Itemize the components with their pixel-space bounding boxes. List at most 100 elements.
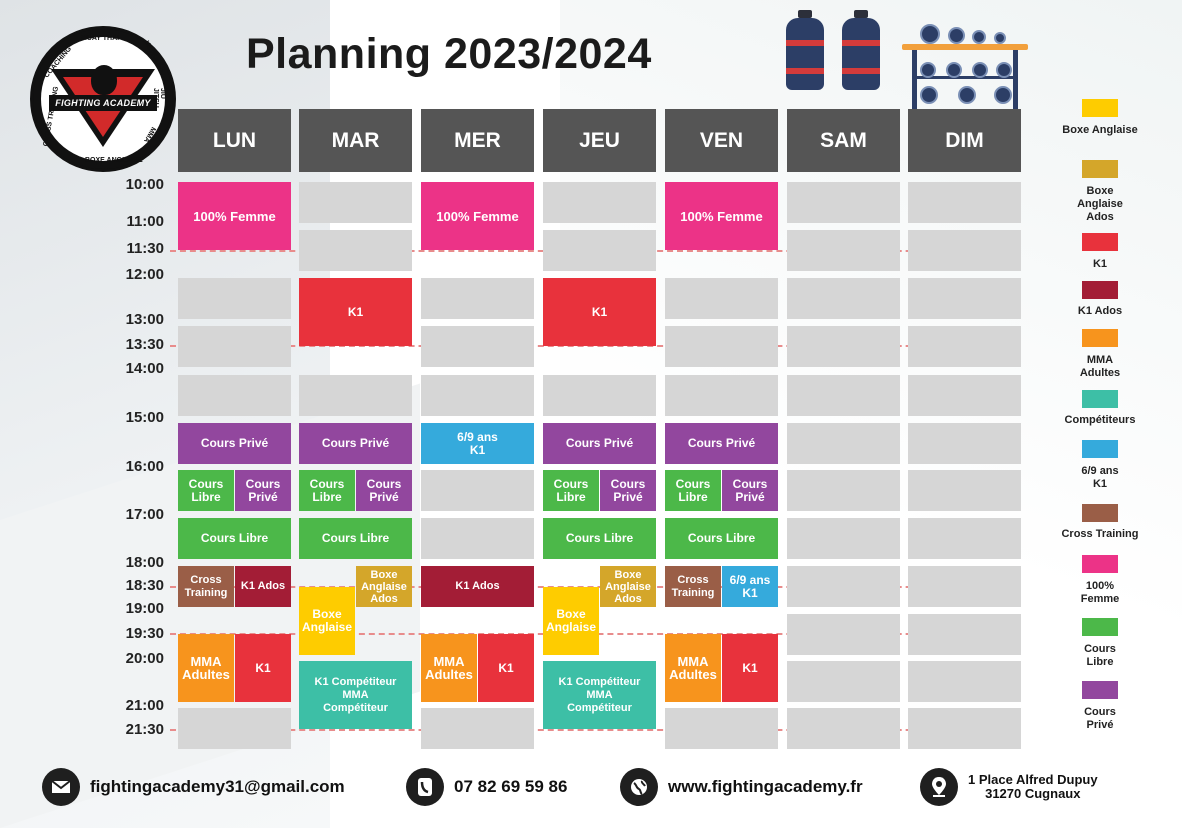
empty-slot <box>787 326 900 367</box>
website-link[interactable]: www.fightingacademy.fr <box>668 777 863 796</box>
empty-slot <box>178 326 291 367</box>
empty-slot <box>787 278 900 319</box>
time-label: 17:00 <box>125 506 164 523</box>
empty-slot <box>178 375 291 416</box>
logo-ring-text: JIU JITSU <box>152 88 166 108</box>
phone-number[interactable]: 07 82 69 59 86 <box>454 777 568 796</box>
dumbbell-rack-icon <box>902 24 1028 112</box>
class-block-mma-adultes: MMA Adultes <box>178 634 234 702</box>
empty-slot <box>908 326 1021 367</box>
time-label: 21:00 <box>125 697 164 714</box>
class-block-boxe-anglaise: Boxe Anglaise <box>299 587 355 655</box>
logo-ring-text: BOXE ANGLAISE <box>85 157 143 164</box>
time-label: 18:30 <box>125 577 164 594</box>
class-block-cours-prive: Cours Privé <box>665 423 778 464</box>
class-block-k1: K1 <box>478 634 534 702</box>
class-block-k1: K1 <box>235 634 291 702</box>
time-label: 14:00 <box>125 360 164 377</box>
legend-label: Cross Training <box>1061 528 1139 540</box>
legend-swatch-boxe-anglaise-ados <box>1082 160 1118 178</box>
phone-icon <box>406 768 444 806</box>
empty-slot <box>787 661 900 702</box>
class-block-k1: K1 <box>299 278 412 346</box>
class-block-cours-libre: Cours Libre <box>665 518 778 559</box>
page-title: Planning 2023/2024 <box>246 30 652 78</box>
class-block-cours-prive: Cours Privé <box>600 470 656 511</box>
time-label: 19:00 <box>125 600 164 617</box>
class-block-cours-libre: Cours Libre <box>543 518 656 559</box>
map-pin-icon <box>920 768 958 806</box>
legend-swatch-k1-ados <box>1082 281 1118 299</box>
empty-slot <box>908 375 1021 416</box>
legend-swatch-k1 <box>1082 233 1118 251</box>
empty-slot <box>908 423 1021 464</box>
time-label: 10:00 <box>125 176 164 193</box>
empty-slot <box>908 278 1021 319</box>
class-block-boxe-anglaise-ados: Boxe Anglaise Ados <box>356 566 412 607</box>
empty-slot <box>178 708 291 749</box>
class-block-mma-adultes: MMA Adultes <box>421 634 477 702</box>
empty-slot <box>543 230 656 271</box>
time-label: 11:00 <box>126 213 164 230</box>
class-block-cours-libre: Cours Libre <box>299 470 355 511</box>
day-header-jeu: JEU <box>543 109 656 172</box>
footer-address: 1 Place Alfred Dupuy 31270 Cugnaux <box>920 768 1098 806</box>
empty-slot <box>908 518 1021 559</box>
day-header-lun: LUN <box>178 109 291 172</box>
legend-swatch-cours-libre <box>1082 618 1118 636</box>
legend-label: Boxe Anglaise Ados <box>1077 185 1123 223</box>
envelope-icon <box>42 768 80 806</box>
empty-slot <box>665 375 778 416</box>
time-label: 18:00 <box>125 554 164 571</box>
empty-slot <box>908 470 1021 511</box>
day-header-sam: SAM <box>787 109 900 172</box>
time-label: 21:30 <box>125 721 164 738</box>
day-header-mar: MAR <box>299 109 412 172</box>
legend-label: Boxe Anglaise <box>1062 124 1138 136</box>
empty-slot <box>178 278 291 319</box>
legend-label: 6/9 ans K1 <box>1081 465 1119 490</box>
empty-slot <box>787 470 900 511</box>
time-label: 15:00 <box>125 409 164 426</box>
class-block-k1-mma-competiteur: K1 Compétiteur MMA Compétiteur <box>543 661 656 729</box>
class-block-cours-libre: Cours Libre <box>178 470 234 511</box>
fighting-academy-logo: FIGHTING ACADEMY MUAY THAI K1 RULES JIU … <box>30 26 176 172</box>
footer-phone: 07 82 69 59 86 <box>406 768 567 806</box>
time-label: 13:30 <box>125 336 164 353</box>
empty-slot <box>908 566 1021 607</box>
water-bottle-icon <box>786 10 824 90</box>
class-block-cours-libre: Cours Libre <box>299 518 412 559</box>
empty-slot <box>908 661 1021 702</box>
day-header-ven: VEN <box>665 109 778 172</box>
day-header-dim: DIM <box>908 109 1021 172</box>
class-block-cours-prive: Cours Privé <box>722 470 778 511</box>
empty-slot <box>787 518 900 559</box>
empty-slot <box>421 375 534 416</box>
class-block-boxe-anglaise: Boxe Anglaise <box>543 587 599 655</box>
class-block-6-9-ans-k1: 6/9 ans K1 <box>722 566 778 607</box>
class-block-cours-libre: Cours Libre <box>543 470 599 511</box>
empty-slot <box>421 708 534 749</box>
footer-email: fightingacademy31@gmail.com <box>42 768 345 806</box>
class-block-cours-prive: Cours Privé <box>356 470 412 511</box>
empty-slot <box>421 470 534 511</box>
legend-label: MMA Adultes <box>1079 354 1121 379</box>
legend-swatch-cours-prive <box>1082 681 1118 699</box>
empty-slot <box>787 566 900 607</box>
email-link[interactable]: fightingacademy31@gmail.com <box>90 777 345 796</box>
legend-label: K1 <box>1092 258 1108 270</box>
class-block-boxe-anglaise-ados: Boxe Anglaise Ados <box>600 566 656 607</box>
legend-label: 100% Femme <box>1080 580 1120 605</box>
legend-label: K1 Ados <box>1077 305 1123 317</box>
empty-slot <box>543 375 656 416</box>
legend-label: Cours Libre <box>1084 643 1116 668</box>
legend-label: Compétiteurs <box>1064 414 1136 426</box>
legend-swatch-competiteurs <box>1082 390 1118 408</box>
empty-slot <box>299 375 412 416</box>
class-block-6-9-ans-k1: 6/9 ans K1 <box>421 423 534 464</box>
empty-slot <box>908 182 1021 223</box>
class-block-k1: K1 <box>543 278 656 346</box>
globe-icon <box>620 768 658 806</box>
legend-swatch-mma-adultes <box>1082 329 1118 347</box>
empty-slot <box>787 708 900 749</box>
